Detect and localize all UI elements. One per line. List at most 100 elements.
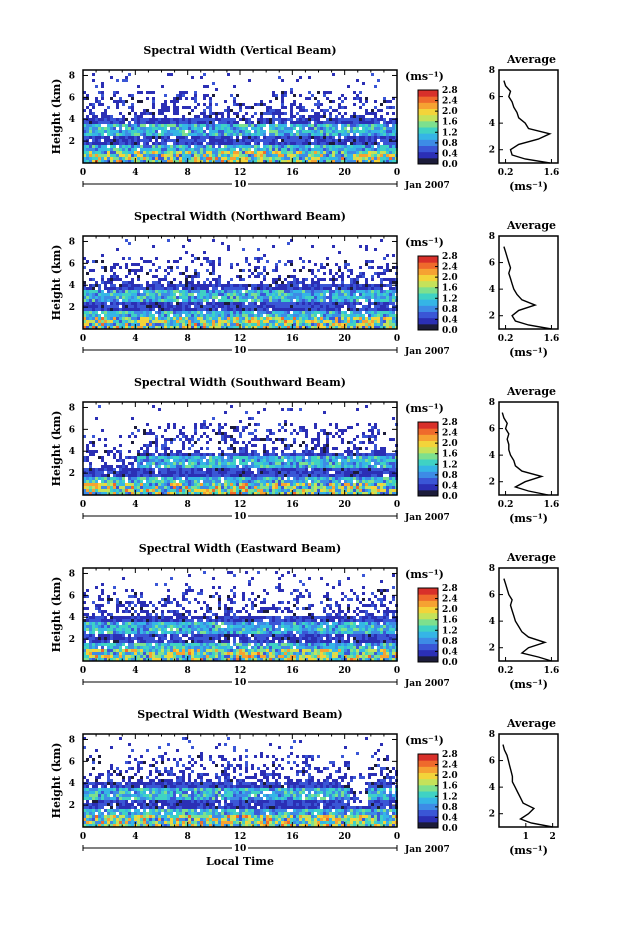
heatmap-cell	[173, 142, 176, 145]
x-tick-label: 4	[132, 334, 138, 344]
heatmap-cell	[335, 299, 338, 302]
heatmap-cell	[305, 118, 308, 121]
heatmap-cell	[137, 305, 140, 308]
heatmap-cell	[338, 160, 341, 163]
heatmap-cell	[284, 263, 287, 266]
heatmap-cell	[107, 121, 110, 124]
heatmap-cell	[218, 139, 221, 142]
heatmap-cell	[233, 127, 236, 130]
heatmap-cell	[218, 154, 221, 157]
heatmap-cell	[104, 293, 107, 296]
heatmap-cell	[221, 308, 224, 311]
heatmap-cell	[338, 118, 341, 121]
heatmap-cell	[377, 142, 380, 145]
heatmap-cell	[86, 157, 89, 160]
heatmap-cell	[389, 299, 392, 302]
heatmap-cell	[218, 112, 221, 115]
heatmap-cell	[215, 477, 218, 480]
heatmap-cell	[335, 305, 338, 308]
heatmap-cell	[158, 112, 161, 115]
heatmap-cell	[281, 136, 284, 139]
heatmap-cell	[203, 492, 206, 495]
heatmap-cell	[203, 465, 206, 468]
heatmap-cell	[275, 453, 278, 456]
heatmap-cell	[101, 151, 104, 154]
heatmap-cell	[128, 136, 131, 139]
heatmap-cell	[161, 287, 164, 290]
heatmap-cell	[323, 311, 326, 314]
heatmap-cell	[356, 154, 359, 157]
heatmap-cell	[167, 468, 170, 471]
heatmap-cell	[188, 492, 191, 495]
heatmap-cell	[353, 308, 356, 311]
heatmap-cell	[83, 281, 86, 284]
heatmap-cell	[92, 118, 95, 121]
heatmap-cell	[98, 299, 101, 302]
heatmap-cell	[296, 160, 299, 163]
heatmap-cell	[272, 112, 275, 115]
heatmap-cell	[197, 450, 200, 453]
heatmap-cell	[128, 139, 131, 142]
heatmap-cell	[146, 468, 149, 471]
heatmap-cell	[377, 79, 380, 82]
heatmap-cell	[272, 302, 275, 305]
heatmap-cell	[368, 290, 371, 293]
heatmap-cell	[275, 290, 278, 293]
heatmap-cell	[149, 154, 152, 157]
heatmap-cell	[332, 275, 335, 278]
heatmap-cell	[245, 486, 248, 489]
heatmap-cell	[272, 492, 275, 495]
heatmap-cell	[131, 148, 134, 151]
heatmap-cell	[212, 260, 215, 263]
heatmap-cell	[128, 456, 131, 459]
heatmap-cell	[245, 136, 248, 139]
heatmap-cell	[200, 157, 203, 160]
heatmap-cell	[188, 447, 191, 450]
heatmap-cell	[149, 284, 152, 287]
heatmap-cell	[275, 480, 278, 483]
heatmap-cell	[197, 459, 200, 462]
heatmap-cell	[128, 299, 131, 302]
heatmap-cell	[194, 139, 197, 142]
heatmap-cell	[131, 317, 134, 320]
heatmap-cell	[281, 91, 284, 94]
heatmap-cell	[257, 103, 260, 106]
heatmap-cell	[200, 435, 203, 438]
heatmap-cell	[344, 148, 347, 151]
heatmap-cell	[257, 489, 260, 492]
heatmap-cell	[239, 308, 242, 311]
heatmap-cell	[197, 296, 200, 299]
heatmap-cell	[122, 326, 125, 329]
heatmap-cell	[353, 151, 356, 154]
heatmap-cell	[323, 160, 326, 163]
heatmap-cell	[143, 160, 146, 163]
heatmap-cell	[89, 160, 92, 163]
heatmap-cell	[128, 480, 131, 483]
heatmap-cell	[326, 296, 329, 299]
heatmap-cell	[374, 284, 377, 287]
heatmap-cell	[119, 97, 122, 100]
heatmap-cell	[131, 456, 134, 459]
heatmap-cell	[173, 483, 176, 486]
heatmap-cell	[371, 260, 374, 263]
heatmap-cell	[320, 127, 323, 130]
heatmap-cell	[113, 157, 116, 160]
heatmap-cell	[248, 302, 251, 305]
heatmap-cell	[266, 160, 269, 163]
heatmap-cell	[266, 296, 269, 299]
heatmap-cell	[368, 160, 371, 163]
heatmap-cell	[185, 465, 188, 468]
heatmap-cell	[152, 281, 155, 284]
heatmap-cell	[218, 257, 221, 260]
heatmap-cell	[149, 323, 152, 326]
heatmap-cell	[200, 468, 203, 471]
heatmap-cell	[95, 311, 98, 314]
heatmap-cell	[113, 136, 116, 139]
heatmap-cell	[86, 154, 89, 157]
heatmap-cell	[383, 314, 386, 317]
heatmap-cell	[218, 489, 221, 492]
heatmap-cell	[167, 462, 170, 465]
heatmap-cell	[275, 320, 278, 323]
heatmap-cell	[137, 136, 140, 139]
heatmap-cell	[338, 151, 341, 154]
